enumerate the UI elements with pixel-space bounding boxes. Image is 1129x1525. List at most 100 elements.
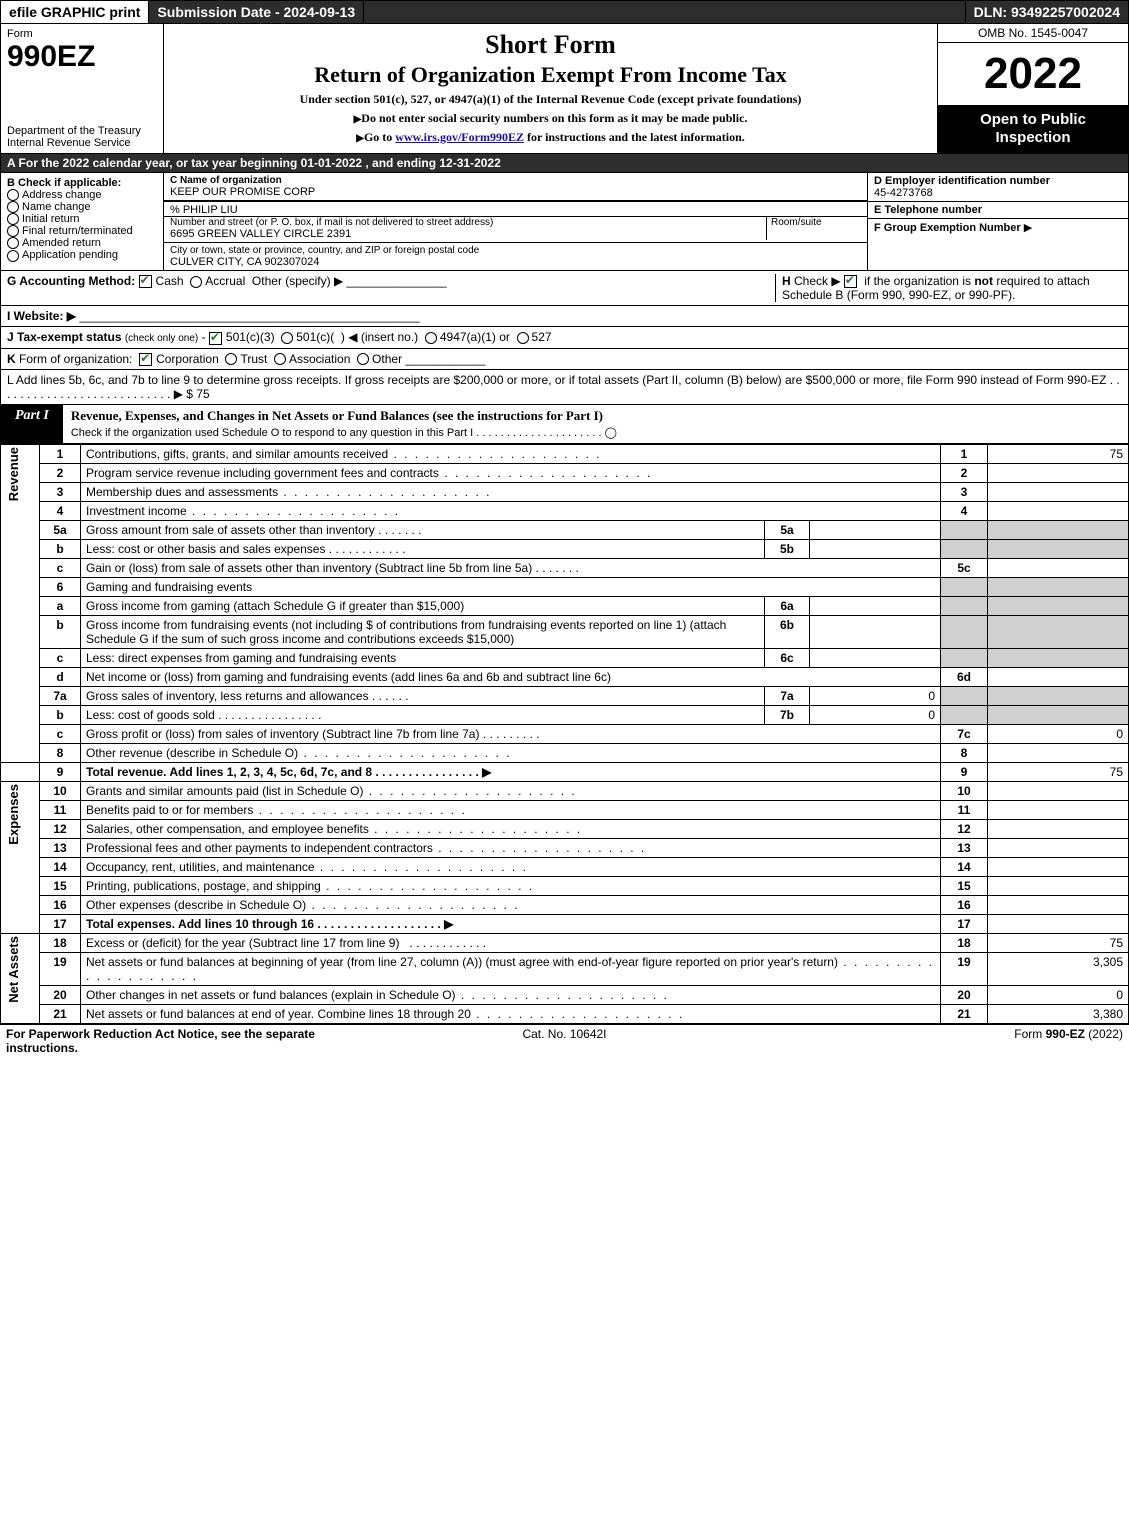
chk-amended[interactable]	[7, 237, 19, 249]
ln15-n: 15	[40, 876, 81, 895]
f-arrow: ▶	[1024, 222, 1032, 234]
ln21-t: Net assets or fund balances at end of ye…	[86, 1007, 471, 1021]
ln18-box: 18	[941, 933, 988, 952]
ln7b-sv: 0	[810, 705, 941, 724]
ln7c-n: c	[40, 724, 81, 743]
chk-accrual[interactable]	[190, 276, 202, 288]
lbl-cash: Cash	[156, 274, 184, 288]
ln19-box: 19	[941, 952, 988, 985]
ln18-n: 18	[40, 933, 81, 952]
city-state-zip: CULVER CITY, CA 902307024	[170, 256, 861, 268]
ln12-box: 12	[941, 819, 988, 838]
ln3-v	[988, 482, 1129, 501]
ln7b-n: b	[40, 705, 81, 724]
lbl-initial-return: Initial return	[22, 213, 79, 225]
topbar: efile GRAPHIC print Submission Date - 20…	[0, 0, 1129, 24]
form-word: Form	[7, 28, 157, 40]
ln14-n: 14	[40, 857, 81, 876]
row-j-status: J Tax-exempt status (check only one) - 5…	[0, 327, 1129, 348]
ln7c-v: 0	[988, 724, 1129, 743]
ln6a-n: a	[40, 596, 81, 615]
no-ssn: Do not enter social security numbers on …	[361, 111, 747, 125]
chk-4947[interactable]	[425, 332, 437, 344]
ln16-t: Other expenses (describe in Schedule O)	[86, 898, 306, 912]
topbar-spacer	[364, 1, 966, 23]
pct-name: % PHILIP LIU	[170, 204, 861, 216]
ln20-n: 20	[40, 985, 81, 1004]
chk-h[interactable]	[844, 275, 857, 288]
ln6d-t: Net income or (loss) from gaming and fun…	[81, 667, 941, 686]
lbl-app-pending: Application pending	[22, 249, 118, 261]
ln2-t: Program service revenue including govern…	[86, 466, 439, 480]
chk-final-return[interactable]	[7, 225, 19, 237]
ln3-box: 3	[941, 482, 988, 501]
ln8-t: Other revenue (describe in Schedule O)	[86, 746, 298, 760]
chk-address-change[interactable]	[7, 189, 19, 201]
chk-other-org[interactable]	[357, 353, 369, 365]
open-to-public: Open to Public Inspection	[938, 105, 1128, 153]
ln17-box: 17	[941, 914, 988, 933]
lines-table: Revenue 1 Contributions, gifts, grants, …	[0, 444, 1129, 1024]
row-g-h: G Accounting Method: Cash Accrual Other …	[0, 271, 1129, 306]
ln5a-sb: 5a	[765, 520, 810, 539]
col-def: D Employer identification number 45-4273…	[868, 173, 1128, 270]
ln1-box: 1	[941, 444, 988, 463]
ln15-t: Printing, publications, postage, and shi…	[86, 879, 321, 893]
ln7a-sb: 7a	[765, 686, 810, 705]
chk-cash[interactable]	[139, 275, 152, 288]
section-b-c-d: B Check if applicable: Address change Na…	[0, 173, 1129, 271]
ln2-box: 2	[941, 463, 988, 482]
ln19-n: 19	[40, 952, 81, 985]
chk-501c3[interactable]	[209, 332, 222, 345]
ln6d-v	[988, 667, 1129, 686]
footer-mid: Cat. No. 10642I	[378, 1027, 750, 1055]
f-label: F Group Exemption Number	[874, 222, 1021, 234]
ln13-n: 13	[40, 838, 81, 857]
vlabel-expenses: Expenses	[6, 784, 21, 845]
chk-initial-return[interactable]	[7, 213, 19, 225]
ln5b-n: b	[40, 539, 81, 558]
ln9-n: 9	[40, 762, 81, 781]
efile-print[interactable]: efile GRAPHIC print	[1, 1, 149, 23]
ln5c-box: 5c	[941, 558, 988, 577]
lbl-address-change: Address change	[22, 189, 102, 201]
ln21-n: 21	[40, 1004, 81, 1023]
ln4-n: 4	[40, 501, 81, 520]
ln6b-sb: 6b	[765, 615, 810, 648]
row-k-org: K Form of organization: Corporation Trus…	[0, 349, 1129, 370]
ln8-box: 8	[941, 743, 988, 762]
ln4-v	[988, 501, 1129, 520]
irs-link[interactable]: www.irs.gov/Form990EZ	[395, 130, 524, 144]
chk-527[interactable]	[517, 332, 529, 344]
chk-trust[interactable]	[225, 353, 237, 365]
ln6d-n: d	[40, 667, 81, 686]
street-addr: 6695 GREEN VALLEY CIRCLE 2391	[170, 228, 766, 240]
lbl-other: Other (specify)	[252, 274, 331, 288]
ln6a-sb: 6a	[765, 596, 810, 615]
ln18-v: 75	[988, 933, 1129, 952]
row-i-website: I Website: ▶ ___________________________…	[0, 306, 1129, 327]
chk-501c[interactable]	[281, 332, 293, 344]
ln5a-sv	[810, 520, 941, 539]
return-title: Return of Organization Exempt From Incom…	[172, 62, 929, 88]
ln9-v: 75	[988, 762, 1129, 781]
chk-corp[interactable]	[139, 353, 152, 366]
vlabel-revenue: Revenue	[6, 447, 21, 501]
ln7c-t: Gross profit or (loss) from sales of inv…	[86, 727, 479, 741]
ln20-v: 0	[988, 985, 1129, 1004]
ln2-v	[988, 463, 1129, 482]
chk-app-pending[interactable]	[7, 250, 19, 262]
ln1-n: 1	[40, 444, 81, 463]
ln13-box: 13	[941, 838, 988, 857]
dept-treasury: Department of the Treasury Internal Reve…	[7, 125, 157, 149]
ln6c-sb: 6c	[765, 648, 810, 667]
chk-name-change[interactable]	[7, 201, 19, 213]
ln5c-n: c	[40, 558, 81, 577]
ln13-t: Professional fees and other payments to …	[86, 841, 433, 855]
ln5a-n: 5a	[40, 520, 81, 539]
chk-assoc[interactable]	[274, 353, 286, 365]
part-i-header: Part I Revenue, Expenses, and Changes in…	[0, 405, 1129, 444]
lbl-final-return: Final return/terminated	[22, 225, 133, 237]
street-label: Number and street (or P. O. box, if mail…	[170, 217, 766, 228]
org-name: KEEP OUR PROMISE CORP	[170, 186, 861, 198]
